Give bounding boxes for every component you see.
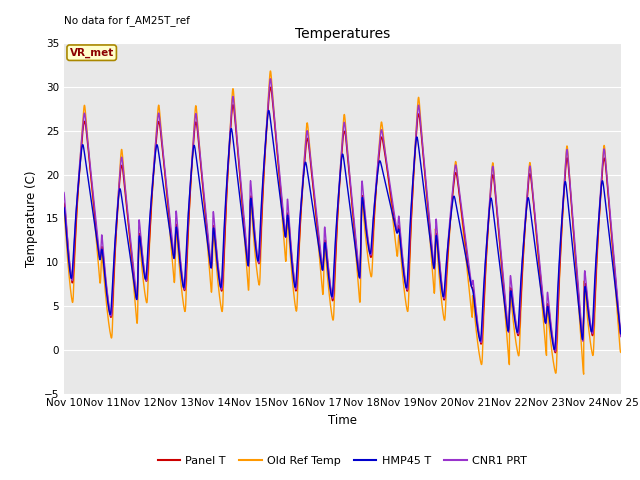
Text: VR_met: VR_met xyxy=(70,48,114,58)
Title: Temperatures: Temperatures xyxy=(295,27,390,41)
Text: No data for f_AM25T_ref: No data for f_AM25T_ref xyxy=(64,15,190,26)
Legend: Panel T, Old Ref Temp, HMP45 T, CNR1 PRT: Panel T, Old Ref Temp, HMP45 T, CNR1 PRT xyxy=(153,452,532,470)
X-axis label: Time: Time xyxy=(328,414,357,427)
Y-axis label: Temperature (C): Temperature (C) xyxy=(25,170,38,267)
